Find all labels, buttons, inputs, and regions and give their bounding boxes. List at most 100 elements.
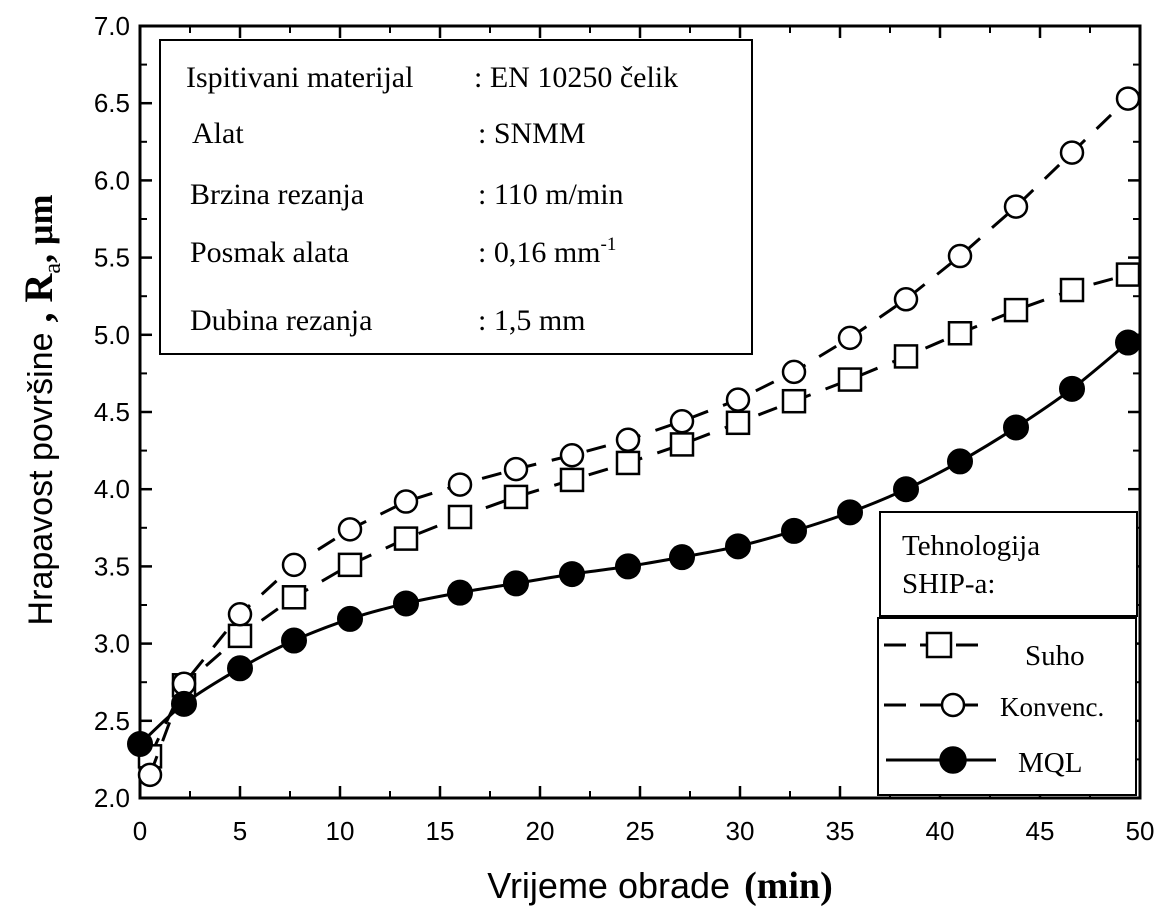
x-tick-label: 5 xyxy=(233,816,247,846)
legend: Tehnologija SHIP-a: Suho Konvenc. MQL xyxy=(877,511,1138,796)
y-axis-title-subscript: a xyxy=(40,263,66,274)
x-tick-label: 35 xyxy=(826,816,855,846)
data-point-mql xyxy=(227,655,253,682)
data-point-suho xyxy=(503,484,529,510)
legend-entry-suho: Suho xyxy=(884,631,1085,672)
info-value-3-superscript: -1 xyxy=(601,234,617,255)
data-point-mql xyxy=(837,499,863,526)
legend-marker-suho xyxy=(925,631,953,659)
data-point-mql xyxy=(503,570,529,597)
data-point-suho xyxy=(1059,277,1085,303)
data-point-mql xyxy=(669,544,695,571)
data-point-konvenc xyxy=(281,552,307,578)
legend-entry-mql: MQL xyxy=(886,746,1082,779)
data-point-konvenc xyxy=(947,243,973,269)
x-axis-title-text: Vrijeme obrade xyxy=(487,865,730,906)
info-value-4: : 1,5 mm xyxy=(478,304,586,337)
data-point-suho xyxy=(1115,262,1141,287)
data-point-mql xyxy=(615,553,641,580)
y-axis-title-text: Hrapavost površine xyxy=(22,333,60,626)
data-point-mql xyxy=(559,561,585,588)
info-box-frame xyxy=(159,39,753,355)
data-point-konvenc xyxy=(1003,194,1029,219)
data-point-suho xyxy=(1003,297,1029,323)
y-tick-label: 4.5 xyxy=(94,397,130,427)
data-point-suho xyxy=(559,467,585,493)
y-tick-label: 2.0 xyxy=(94,783,130,813)
data-point-mql xyxy=(393,590,419,617)
data-point-mql xyxy=(281,627,307,654)
legend-marker-konvenc xyxy=(940,692,966,718)
data-point-suho xyxy=(337,552,363,578)
legend-label-mql: MQL xyxy=(1018,747,1082,779)
info-label-1: Alat xyxy=(192,117,244,150)
y-axis-title-text-group: Hrapavost površine , Ra, μm xyxy=(16,195,66,626)
data-point-suho xyxy=(447,504,473,530)
y-tick-label: 2.5 xyxy=(94,706,130,736)
data-point-mql xyxy=(781,517,807,544)
info-box: Ispitivani materijal : EN 10250 čelik Al… xyxy=(159,39,753,355)
legend-title-line-1: Tehnologija xyxy=(902,530,1040,562)
data-point-konvenc xyxy=(447,472,473,497)
data-point-konvenc xyxy=(337,517,363,542)
data-point-mql xyxy=(337,605,363,632)
data-point-suho xyxy=(227,623,253,649)
data-point-suho xyxy=(893,344,919,369)
data-point-mql xyxy=(1003,414,1029,441)
legend-label-konvenc: Konvenc. xyxy=(1000,692,1104,722)
x-tick-label: 50 xyxy=(1126,816,1155,846)
data-point-suho xyxy=(393,526,419,551)
data-point-suho xyxy=(837,367,863,392)
legend-title-line-2: SHIP-a: xyxy=(902,568,995,600)
info-label-2: Brzina rezanja xyxy=(190,178,364,211)
data-point-konvenc xyxy=(837,325,863,351)
info-label-3: Posmak alata xyxy=(190,236,349,269)
x-axis-title-unit: (min) xyxy=(744,865,833,907)
y-tick-label: 7.0 xyxy=(94,11,130,41)
x-tick-label: 15 xyxy=(426,816,455,846)
y-tick-label: 5.0 xyxy=(94,320,130,350)
y-tick-label: 4.0 xyxy=(94,474,130,504)
data-point-suho xyxy=(725,410,751,436)
info-value-2: : 110 m/min xyxy=(478,178,624,211)
data-point-konvenc xyxy=(725,387,751,412)
data-point-mql xyxy=(1059,375,1085,402)
data-point-konvenc xyxy=(615,427,641,453)
data-point-mql xyxy=(725,533,751,560)
y-axis-title-unit: , μm xyxy=(20,195,60,263)
data-point-konvenc xyxy=(503,456,529,482)
data-point-konvenc xyxy=(893,287,919,312)
data-point-mql xyxy=(127,730,153,757)
x-tick-label: 25 xyxy=(626,816,655,846)
x-tick-label: 0 xyxy=(133,816,147,846)
data-point-konvenc xyxy=(559,442,585,468)
legend-marker-mql xyxy=(939,746,967,774)
x-tick-label: 45 xyxy=(1026,816,1055,846)
data-point-konvenc xyxy=(1115,86,1141,111)
data-point-suho xyxy=(615,450,641,476)
y-tick-label: 5.5 xyxy=(94,243,130,273)
series-layer xyxy=(127,86,1141,788)
info-value-0: : EN 10250 čelik xyxy=(474,61,678,94)
legend-title-box xyxy=(879,511,1138,617)
x-axis-title: Vrijeme obrade (min) xyxy=(487,865,832,907)
data-point-konvenc xyxy=(227,602,253,627)
data-point-konvenc xyxy=(781,359,807,385)
y-axis-title: Hrapavost površine , Ra, μm xyxy=(16,195,66,626)
legend-label-suho: Suho xyxy=(1025,640,1085,672)
data-point-konvenc xyxy=(393,489,419,514)
x-tick-label: 20 xyxy=(526,816,555,846)
data-point-mql xyxy=(947,448,973,475)
axis-ticks: 0 5 10 15 20 25 30 35 40 45 50 2.0 2.5 3.0 3.5 4.0 4.5 5.… xyxy=(94,11,1155,846)
data-point-konvenc xyxy=(137,762,163,788)
info-value-3-main: : 0,16 mm xyxy=(478,236,601,269)
info-label-4: Dubina rezanja xyxy=(190,304,372,337)
legend-entry-konvenc: Konvenc. xyxy=(884,692,1104,722)
data-point-suho xyxy=(947,321,973,346)
x-tick-label: 30 xyxy=(726,816,755,846)
x-tick-label: 10 xyxy=(326,816,355,846)
data-point-suho xyxy=(281,585,307,610)
data-point-mql xyxy=(1115,329,1141,356)
info-value-1: : SNMM xyxy=(478,117,586,150)
